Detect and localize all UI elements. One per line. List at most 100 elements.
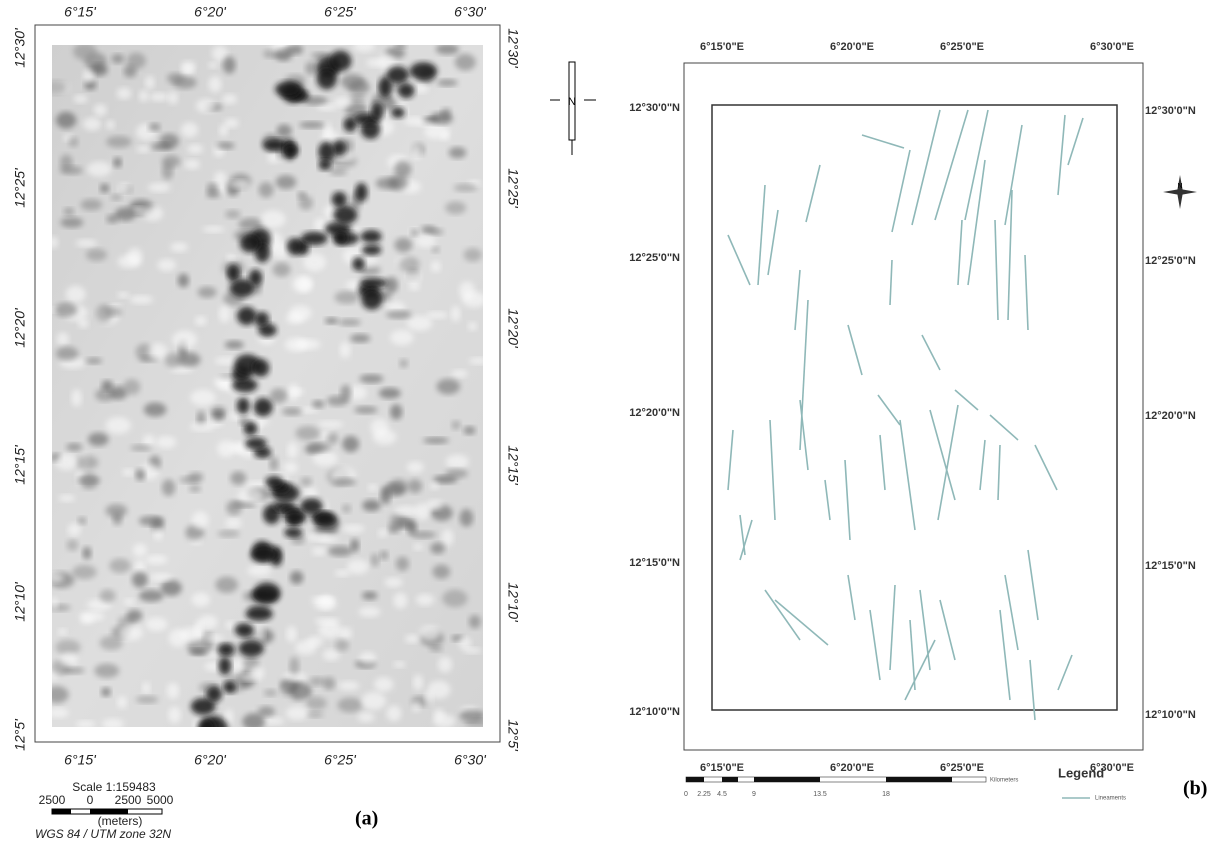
relief-blob	[354, 406, 378, 414]
relief-blob	[65, 285, 86, 303]
lineament	[999, 609, 1011, 701]
right-label: 12°20'	[505, 308, 521, 349]
relief-blob	[225, 620, 236, 629]
relief-dark	[252, 359, 270, 377]
relief-blob	[270, 242, 291, 259]
scale-number: 0	[684, 791, 688, 798]
relief-blob	[60, 652, 78, 666]
relief-blob	[339, 342, 351, 358]
relief-blob	[194, 316, 207, 326]
relief-blob	[215, 576, 238, 593]
relief-dark	[229, 278, 256, 298]
relief-blob	[275, 175, 297, 190]
relief-blob	[165, 353, 183, 368]
relief-blob	[245, 481, 272, 490]
relief-blob	[287, 442, 298, 459]
relief-blob	[406, 315, 433, 331]
lineament	[869, 609, 881, 681]
scale-number: 0	[87, 793, 94, 807]
lineament	[1004, 574, 1019, 651]
scale-number: 13.5	[813, 791, 827, 798]
relief-dark	[231, 377, 258, 393]
relief-dark	[333, 230, 348, 245]
relief-dark	[378, 76, 392, 98]
relief-blob	[123, 598, 135, 605]
scale-number: 18	[882, 791, 890, 798]
relief-blob	[75, 239, 97, 247]
left-label: 12°5'	[12, 718, 28, 751]
relief-blob	[357, 712, 375, 723]
relief-blob	[305, 61, 318, 75]
scale-unit: (meters)	[98, 814, 143, 828]
relief-blob	[144, 75, 155, 90]
relief-blob	[143, 402, 167, 417]
relief-blob	[219, 124, 229, 137]
relief-blob	[145, 554, 168, 565]
relief-blob	[433, 714, 456, 727]
relief-blob	[393, 661, 406, 668]
relief-blob	[142, 682, 151, 694]
relief-blob	[289, 570, 304, 585]
relief-blob	[459, 709, 483, 722]
relief-blob	[82, 69, 95, 83]
relief-blob	[384, 577, 403, 588]
relief-blob	[415, 593, 435, 606]
relief-blob	[222, 56, 236, 74]
relief-blob	[341, 504, 352, 514]
relief-dark	[239, 234, 261, 253]
relief-blob	[60, 217, 84, 228]
relief-blob	[429, 481, 439, 490]
lineament	[799, 299, 809, 451]
relief-blob	[142, 434, 155, 449]
relief-blob	[389, 513, 407, 527]
right-label: 12°20'0"N	[1145, 410, 1196, 422]
top-label: 6°20'	[194, 4, 227, 20]
relief-blob	[432, 564, 451, 579]
relief-dark	[258, 323, 277, 337]
relief-blob	[463, 248, 482, 262]
relief-blob	[263, 689, 278, 697]
relief-blob	[218, 305, 231, 323]
relief-blob	[295, 339, 321, 350]
lineament	[929, 409, 956, 501]
relief-blob	[54, 303, 78, 317]
relief-blob	[370, 553, 380, 567]
relief-dark	[226, 264, 240, 282]
left-label: 12°30'	[12, 27, 28, 68]
lineament	[844, 459, 851, 541]
relief-blob	[212, 410, 225, 422]
relief-blob	[226, 500, 242, 516]
relief-dark	[238, 640, 264, 657]
relief-blob	[405, 634, 420, 644]
relief-dark	[190, 698, 216, 715]
lineament	[794, 269, 801, 331]
relief-blob	[295, 640, 317, 655]
lineament	[979, 439, 986, 491]
relief-blob	[394, 505, 419, 516]
relief-blob	[189, 484, 201, 493]
relief-blob	[358, 606, 381, 618]
relief-blob	[55, 639, 81, 655]
lineament	[861, 134, 905, 149]
relief-dark	[343, 116, 357, 132]
relief-blob	[394, 160, 412, 178]
relief-blob	[344, 101, 368, 118]
relief-blob	[378, 54, 396, 70]
relief-blob	[445, 454, 469, 470]
projection: WGS 84 / UTM zone 32N	[35, 827, 171, 841]
relief-blob	[309, 676, 326, 686]
relief-blob	[181, 65, 195, 76]
relief-blob	[347, 385, 367, 400]
relief-blob	[57, 628, 67, 636]
relief-blob	[222, 94, 237, 105]
relief-blob	[298, 195, 313, 210]
relief-blob	[453, 183, 478, 192]
relief-blob	[429, 112, 453, 125]
relief-blob	[73, 94, 88, 104]
relief-blob	[322, 649, 340, 661]
map-frame	[34, 24, 501, 743]
relief-blob	[116, 87, 132, 100]
relief-blob	[59, 166, 83, 175]
relief-blob	[75, 455, 99, 470]
bottom-label: 6°30'	[454, 752, 487, 768]
